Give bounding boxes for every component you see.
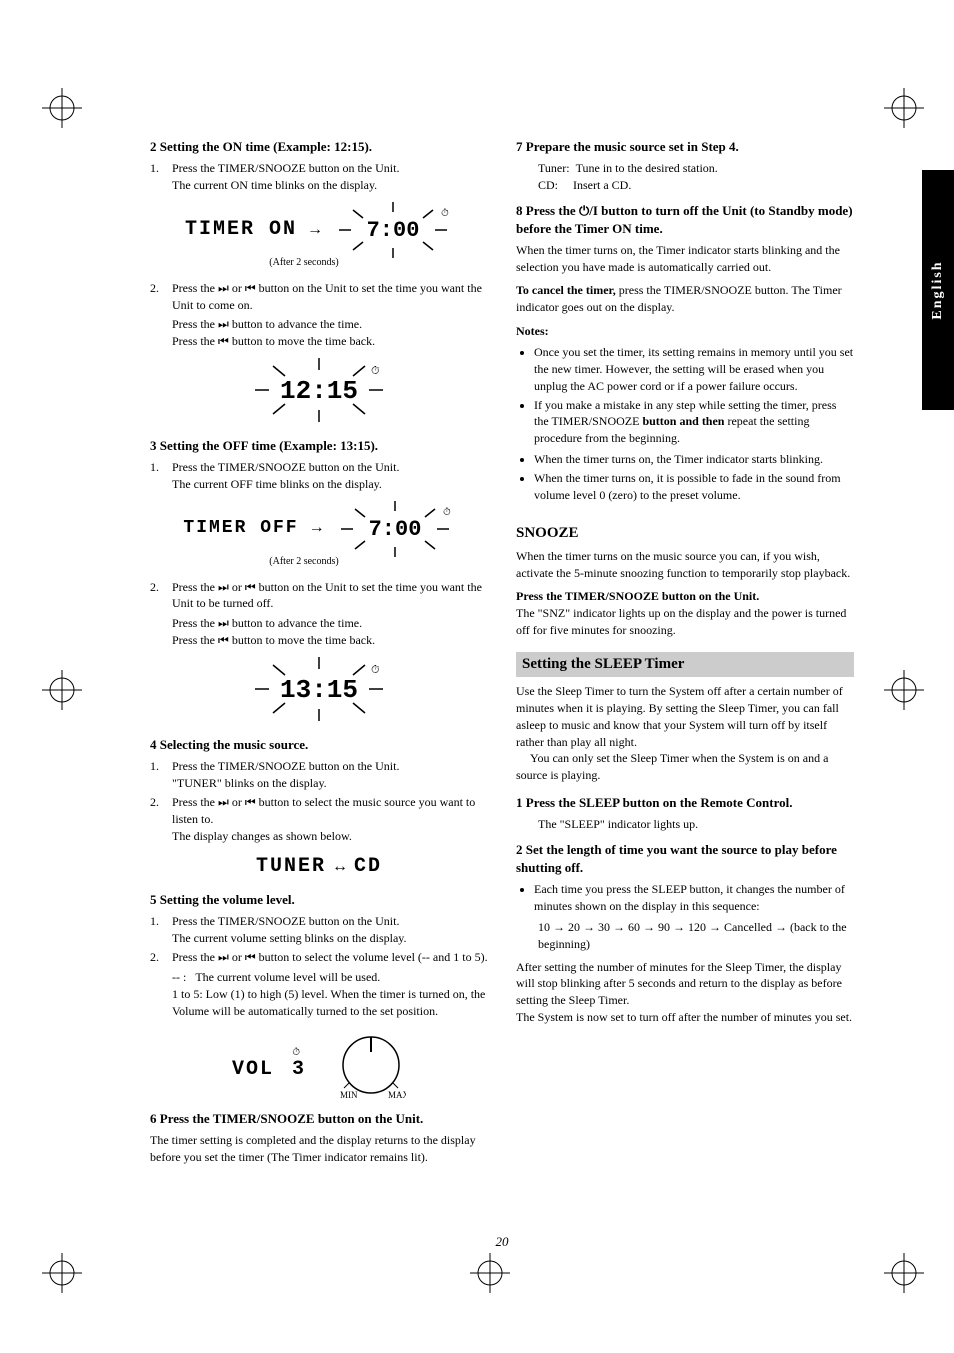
sec2-title: Setting the OFF time (Example: 13:15). [160,438,378,453]
bullet-1: When the timer turns on, the Timer indic… [534,451,854,468]
ffwd-icon: ⏭ [218,616,229,630]
ffwd-icon: ⏭ [218,281,229,295]
lcd-time-700: 7:00 [367,218,420,243]
svg-text:⏱: ⏱ [371,365,380,377]
sec5-desc: The timer setting is completed and the d… [150,1132,488,1166]
clock-indicator-icon: ⏱ [441,208,449,219]
svg-text:12:15: 12:15 [280,376,358,406]
crop-mark-tr [884,88,924,128]
s1-1: Press the TIMER/SNOOZE button on the Uni… [172,161,399,175]
crop-mark-tl [42,88,82,128]
svg-text:MIN: MIN [340,1090,358,1100]
sec3-title: Selecting the music source. [160,737,309,752]
svg-text:MAX: MAX [388,1090,406,1100]
svg-text:13:15: 13:15 [280,675,358,705]
language-tab: English [922,170,954,410]
sec4-title: Setting the volume level. [160,892,295,907]
fig-volume: ⏱ VOL 3 MIN MAX [150,1030,488,1100]
fig-timer-off: TIMER OFF → 7:00 ⏱ (After 2 seconds) [150,501,488,569]
power-icon: ⏻/I [579,203,598,218]
ffwd-icon: ⏭ [218,950,229,964]
ffwd-icon: ⏭ [218,317,229,331]
rew-icon: ⏮ [218,633,229,647]
bullet-2: When the timer turns on, it is possible … [534,470,854,504]
language-tab-label: English [928,260,948,319]
volume-knob-icon: MIN MAX [336,1030,406,1100]
crop-mark-bl [42,1253,82,1293]
page-number: 20 [496,1233,509,1251]
fig-1215: 12:15 ⏱ [150,358,488,427]
rew-icon: ⏮ [245,580,256,594]
sec1-title: Setting the ON time (Example: 12:15). [160,139,372,154]
right-column: 7 Prepare the music source set in Step 4… [516,130,854,1165]
crop-mark-mr [884,670,924,710]
fig-tuner-cd: TUNER ↔ CD [150,853,488,881]
snooze-title: SNOOZE [516,523,854,544]
fig-timer-on: TIMER ON → 7:00 ⏱ (After 2 seconds) [150,202,488,270]
arrow-icon: → [309,517,325,539]
sleep-sequence: 10 → 20 → 30 → 60 → 90 → 120 → Cancelled… [538,919,854,953]
sunclock-700: 7:00 ⏱ [333,202,453,258]
rew-icon: ⏮ [245,281,256,295]
note-2: If you make a mistake in any step while … [534,397,854,447]
sec5-title: Press the TIMER/SNOOZE button on the Uni… [160,1111,424,1126]
rew-icon: ⏮ [245,950,256,964]
ffwd-icon: ⏭ [218,580,229,594]
ffwd-icon: ⏭ [218,795,229,809]
lcd-timer-on: TIMER ON [185,216,297,244]
s1-1b: The current ON time blinks on the displa… [172,178,377,192]
rew-icon: ⏮ [245,795,256,809]
rew-icon: ⏮ [218,334,229,348]
cancel-title: To cancel the timer, [516,283,616,297]
left-column: 2 Setting the ON time (Example: 12:15). … [150,130,488,1165]
note-1: Once you set the timer, its setting rema… [534,344,854,394]
crop-mark-br [884,1253,924,1293]
sec6-title: Prepare the music source set in Step 4. [526,139,739,154]
crop-mark-ml [42,670,82,710]
sleep-s1: Press the SLEEP button on the Remote Con… [526,795,793,810]
after-2s-1: (After 2 seconds) [120,256,488,270]
sleep-s2: Set the length of time you want the sour… [516,842,837,875]
sleep-header: Setting the SLEEP Timer [516,652,854,677]
fig-1315: 13:15 ⏱ [150,657,488,726]
notes-label: Notes: [516,324,549,338]
svg-text:7:00: 7:00 [368,517,421,542]
svg-text:⏱: ⏱ [371,664,380,676]
arrow-icon: → [307,219,323,241]
double-arrow-icon: ↔ [332,858,348,875]
svg-text:⏱: ⏱ [443,507,451,518]
